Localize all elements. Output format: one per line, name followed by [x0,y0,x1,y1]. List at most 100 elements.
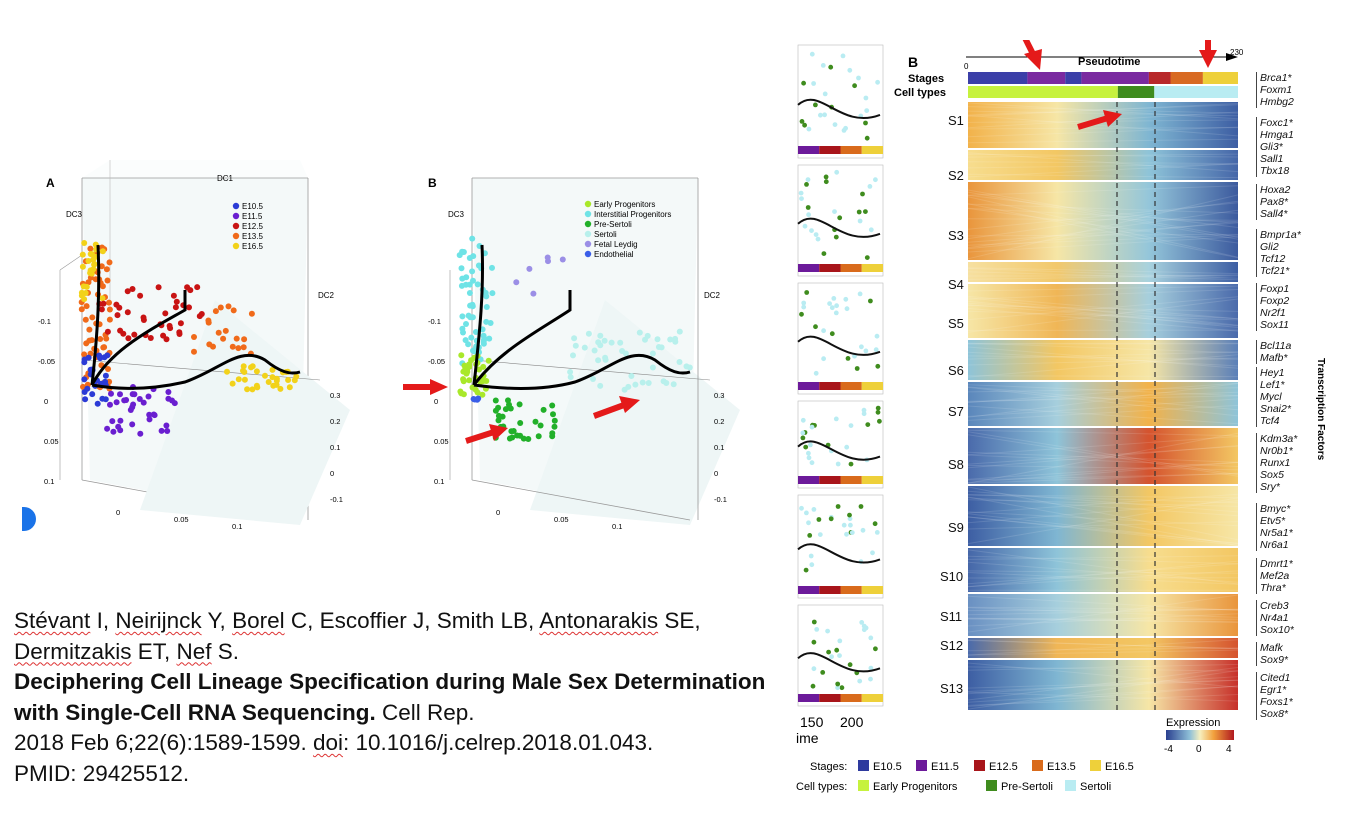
heatmap-texture [967,173,1239,179]
mini-point [859,344,864,350]
mini-point [837,653,842,658]
axis-tick-label: -0.1 [714,495,727,504]
scatter-point [79,263,86,270]
scatter-point [495,417,502,424]
heatmap-texture [967,387,1239,393]
mini-point [847,512,852,518]
heatmap-texture [967,114,1239,137]
scatter-point [210,343,216,350]
gene-group: Foxc1* Hmga1 Gli3* Sall1 Tbx18 [1256,117,1294,177]
author-name: Stévant [14,608,91,633]
scatter-point [495,404,502,411]
heatmap-texture [967,346,1239,369]
scatter-point [85,279,92,286]
gene-group: Kdm3a* Nr0b1* Runx1 Sox5 Sry* [1256,433,1297,493]
scatter-point [113,399,120,406]
heatmap-texture [967,513,1239,545]
panel-b-points [456,235,693,442]
heatmap-texture [967,429,1239,437]
scatter-point [170,292,177,299]
scatter-point [131,331,138,338]
mini-point [868,676,873,682]
scatter-point [91,261,98,268]
mini-point [799,311,804,317]
scatter-point [262,372,268,379]
scatter-point [293,373,300,380]
scatter-point [639,379,646,386]
stage-segment [1081,72,1149,84]
gene-name: Sox8* [1260,708,1289,720]
segment-label: S8 [948,457,964,472]
heatmap-texture [967,194,1239,228]
heatmap-texture [967,152,1239,173]
axis-tick-label: 0.1 [434,477,444,486]
mini-point [827,301,832,306]
axis-tick-label: -0.1 [330,495,343,504]
heatmap-texture [967,500,1239,524]
scatter-point [129,286,136,292]
heatmap-texture [967,608,1239,616]
mini-point [833,234,839,240]
mini-point [868,665,874,671]
panel-b-dc3-label: DC3 [448,210,465,219]
axis-tick-label: 0.05 [434,437,449,446]
scatter-point [670,381,677,388]
scatter-point [98,306,105,313]
expression-tick: 4 [1226,744,1232,755]
heatmap-texture [967,560,1239,588]
scatter-point [526,265,533,272]
legend-label: Endothelial [594,250,634,259]
mini-point [800,435,806,441]
mini-point [825,628,830,634]
mini-point [875,363,881,369]
mini-plot [797,164,884,277]
axis-tick-label: 0 [434,397,438,406]
heatmap-texture [967,666,1239,672]
stage-legend-label: E11.5 [931,761,959,773]
gene-group: Bmyc* Etv5* Nr5a1* Nr6a1 [1256,503,1293,551]
heatmap-texture [967,203,1239,259]
scatter-point [101,354,108,361]
heatmap-texture [967,685,1239,703]
gene-name: Nr0b1* [1260,445,1293,457]
axis-tick-label: -0.05 [38,357,55,366]
mini-point [867,184,873,189]
stages-bar [968,72,1238,84]
gene-name: Hey1 [1260,367,1285,379]
mini-point [841,522,847,528]
scatter-point [470,277,476,284]
heatmap-block [968,638,1238,658]
heatmap-texture [967,497,1239,517]
stage-legend-label: E10.5 [873,761,902,773]
heatmap-texture [967,667,1239,701]
legend-label: E13.5 [242,232,263,241]
scatter-point [117,391,123,398]
stage-swatch [858,760,869,771]
scatter-point [286,384,293,391]
heatmap-texture [967,494,1239,504]
scatter-point [96,352,103,359]
mini-point [798,190,804,196]
heatmap-texture [967,305,1239,312]
heatmap-texture [967,640,1239,650]
scatter-point [155,284,162,291]
scatter-point [277,385,284,392]
heatmap-texture [967,357,1239,366]
scatter-point [537,422,544,429]
scatter-point [667,336,674,343]
heatmap-block [968,102,1238,148]
scatter-point [99,248,106,255]
mini-stage-strip [861,586,883,594]
heatmap-texture [967,375,1239,378]
mini-point [874,333,880,339]
gene-name: Sox11 [1260,319,1289,331]
celltype-segment [968,86,1118,98]
mini-point [859,620,865,625]
author-name: Neirijnck [115,608,202,633]
scatter-point [120,330,127,337]
scatter-point [483,304,490,310]
scatter-point [82,396,89,403]
gene-group: Dmrt1* Mef2a Thra* [1256,558,1293,594]
citation: Stévant I, Neirijnck Y, Borel C, Escoffi… [14,606,774,789]
scatter-point [124,309,131,316]
